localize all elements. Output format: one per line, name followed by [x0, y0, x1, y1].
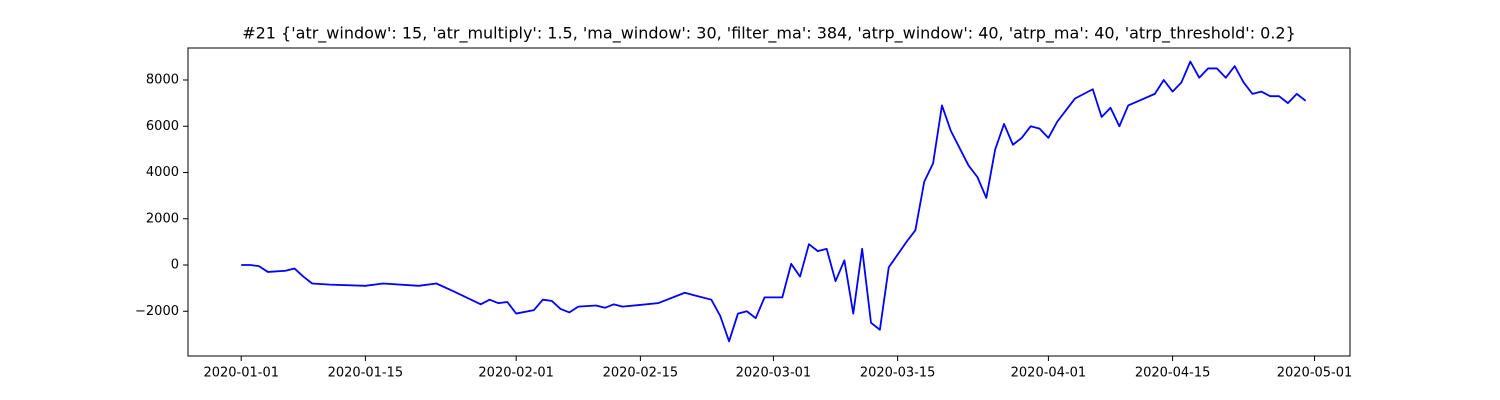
x-tick-label: 2020-02-15	[603, 366, 679, 381]
x-tick-label: 2020-05-01	[1277, 366, 1353, 381]
y-tick-label: 2000	[146, 211, 179, 226]
y-tick-label: 4000	[146, 165, 179, 180]
x-tick-label: 2020-04-01	[1011, 366, 1087, 381]
line	[241, 60, 1307, 343]
x-tick-label: 2020-01-01	[203, 366, 279, 381]
x-tick-label: 2020-04-15	[1135, 366, 1211, 381]
x-tick-label: 2020-01-15	[328, 366, 404, 381]
x-tick-label: 2020-02-01	[478, 366, 554, 381]
x-tick-label: 2020-03-15	[860, 366, 936, 381]
chart-title: #21 {'atr_window': 15, 'atr_multiply': 1…	[242, 24, 1296, 44]
y-tick-label: −2000	[135, 304, 179, 319]
plot-frame	[187, 47, 1351, 357]
x-tick-label: 2020-03-01	[736, 366, 812, 381]
y-tick-label: 8000	[146, 73, 179, 88]
y-tick-label: 6000	[146, 119, 179, 134]
y-tick-label: 0	[171, 258, 179, 273]
